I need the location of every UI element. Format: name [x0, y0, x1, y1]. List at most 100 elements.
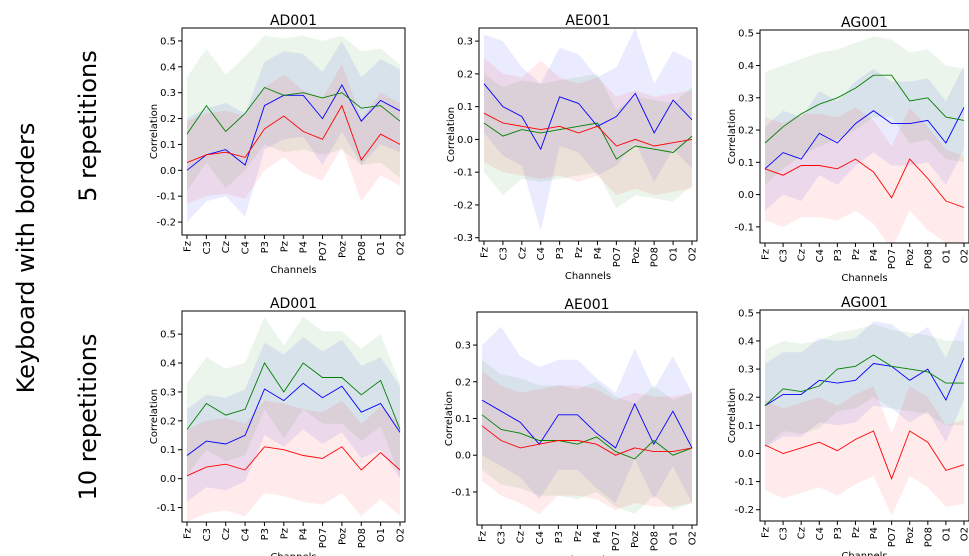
row-label-5-repetitions: 5 repetitions — [74, 50, 102, 202]
line-green — [483, 122, 693, 160]
line-red — [483, 112, 693, 147]
x-tick-label: Fz — [183, 241, 194, 252]
chart-title: AD001 — [270, 296, 317, 312]
y-tick-label: -0.3 — [453, 233, 473, 244]
y-axis-label: Correlation — [727, 109, 738, 164]
y-tick-label: 0.2 — [160, 416, 176, 427]
series-lines — [483, 83, 693, 160]
y-axis-label: Correlation — [727, 388, 738, 443]
y-tick-label: 0.2 — [457, 69, 473, 80]
x-tick-label: PO7 — [612, 247, 623, 267]
y-tick-label: 0.0 — [457, 135, 473, 146]
x-axis-label: Channels — [270, 265, 316, 276]
axes-frame — [759, 309, 969, 522]
line-blue — [483, 83, 693, 151]
x-tick-label: P3 — [554, 531, 565, 543]
line-green — [186, 86, 401, 135]
confidence-bands — [482, 326, 692, 514]
band-red — [484, 57, 692, 196]
x-tick-label: Pz — [573, 531, 584, 542]
x-tick-label: O2 — [960, 249, 969, 263]
y-tick-label: 0.1 — [455, 414, 471, 425]
y-tick-label: 0.5 — [160, 330, 176, 341]
y-tick-label: -0.1 — [156, 503, 176, 514]
confidence-bands — [187, 35, 400, 223]
x-tick-label: C4 — [536, 247, 547, 260]
series-lines — [186, 362, 401, 477]
x-tick-label: Poz — [631, 247, 642, 264]
x-tick-label: PO8 — [923, 249, 934, 269]
y-tick-label: 0.2 — [738, 393, 754, 404]
y-tick-label: 0.4 — [160, 359, 176, 370]
confidence-bands — [187, 316, 400, 522]
x-tick-label: Cz — [221, 241, 232, 253]
y-axis-label: Correlation — [149, 389, 160, 444]
line-blue — [481, 399, 693, 449]
x-axis-label: Channels — [841, 273, 887, 284]
x-tick-label: Cz — [797, 249, 808, 261]
chart-panel-2: -0.3 -0.2 -0.1 0.0 0.1 0.2 0.3 Fz C3 Cz C4 P3 Pz P4 PO… — [446, 13, 699, 282]
series-lines — [481, 399, 693, 460]
y-tick-label: 0.0 — [160, 166, 176, 177]
x-tick-label: C3 — [202, 241, 213, 254]
x-tick-label: O2 — [688, 531, 699, 545]
y-tick-label: 0.3 — [457, 37, 473, 48]
band-blue — [765, 315, 964, 448]
confidence-bands — [765, 315, 964, 516]
line-green — [764, 74, 965, 144]
x-tick-label: PO8 — [649, 531, 660, 551]
y-axis-label: Correlation — [444, 391, 455, 446]
x-tick-label: Poz — [630, 531, 641, 548]
chart-panel-6: -0.2 -0.1 0.0 0.1 0.2 0.3 0.4 0.5 Fz C3 Cz C4 P3 Pz P4… — [727, 295, 969, 556]
x-tick-label: Cz — [516, 531, 527, 543]
x-tick-label: C4 — [535, 531, 546, 544]
x-tick-label: Fz — [480, 247, 491, 258]
x-tick-label: PO7 — [318, 528, 329, 548]
chart-title: AG001 — [841, 295, 888, 311]
x-tick-label: Cz — [797, 527, 808, 539]
x-tick-label: Cz — [517, 247, 528, 259]
y-tick-label: 0.1 — [738, 158, 754, 169]
x-tick-label: O1 — [668, 531, 679, 545]
x-tick-label: PO8 — [650, 247, 661, 267]
chart-panel-3: -0.1 0.0 0.1 0.2 0.3 0.4 0.5 Fz C3 Cz C4 P3 Pz P4 PO7 P… — [727, 15, 969, 284]
y-tick-label: 0.5 — [738, 308, 754, 319]
x-tick-label: O1 — [376, 241, 387, 255]
y-tick-label: 0.5 — [160, 36, 176, 47]
confidence-bands — [765, 36, 964, 243]
line-blue — [186, 382, 401, 456]
y-tick-label: 0.2 — [738, 126, 754, 137]
axes-frame — [478, 27, 698, 242]
x-tick-label: O2 — [396, 528, 407, 542]
x-tick-label: Fz — [183, 528, 194, 539]
x-axis-label: Channels — [270, 552, 316, 556]
x-tick-label: PO8 — [357, 241, 368, 261]
y-tick-label: 0.4 — [738, 336, 754, 347]
chart-panel-5: -0.1 0.0 0.1 0.2 0.3 Fz C3 Cz C4 P3 Pz P4 PO7 Poz PO8 O… — [444, 297, 699, 556]
y-tick-label: -0.2 — [734, 505, 754, 516]
axes-frame — [181, 310, 406, 523]
x-tick-label: P3 — [260, 241, 271, 253]
y-tick-label: -0.1 — [734, 222, 754, 233]
x-tick-label: P4 — [869, 527, 880, 539]
y-tick-label: 0.4 — [160, 62, 176, 73]
y-tick-label: 0.1 — [160, 140, 176, 151]
x-tick-label: PO7 — [318, 241, 329, 261]
x-tick-label: Pz — [574, 247, 585, 258]
row-group-label: Keyboard with borders — [12, 123, 40, 394]
y-tick-label: 0.0 — [738, 449, 754, 460]
band-blue — [765, 65, 964, 211]
band-green — [482, 359, 692, 514]
chart-title: AE001 — [565, 13, 610, 29]
chart-title: AE001 — [564, 297, 609, 313]
x-axis-label: Channels — [565, 271, 611, 282]
series-lines — [764, 354, 965, 481]
x-tick-label: Poz — [337, 528, 348, 545]
line-red — [764, 158, 965, 208]
y-tick-label: 0.2 — [160, 114, 176, 125]
x-tick-label: C4 — [815, 527, 826, 540]
x-tick-label: O2 — [688, 247, 699, 261]
row-label-10-repetitions: 10 repetitions — [74, 334, 102, 501]
y-tick-label: 0.1 — [457, 102, 473, 113]
y-tick-label: -0.1 — [453, 168, 473, 179]
